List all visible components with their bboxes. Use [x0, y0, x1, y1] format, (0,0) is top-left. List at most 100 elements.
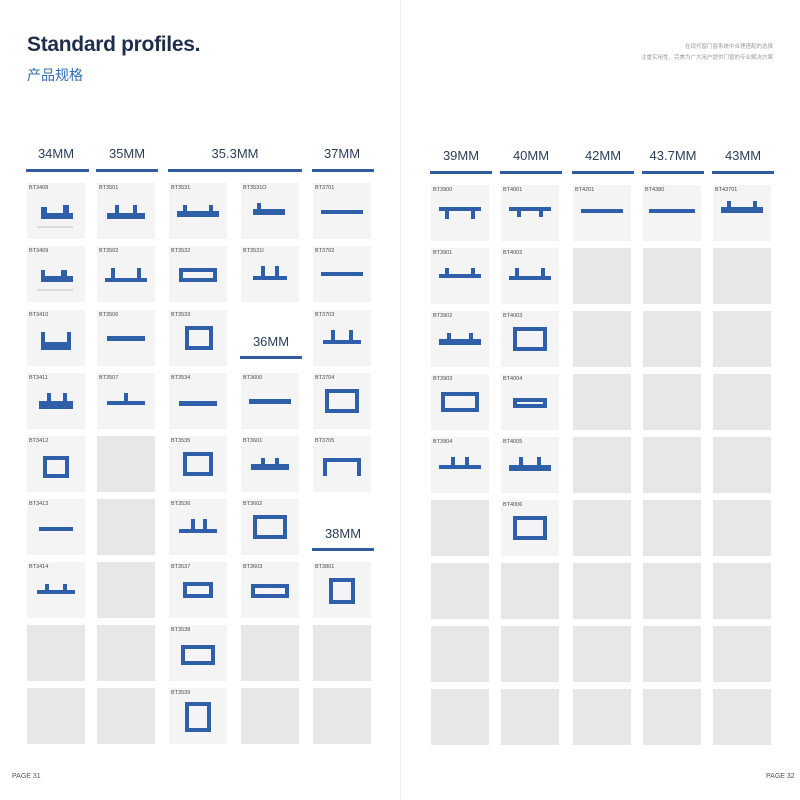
profile-drawing: [321, 210, 363, 214]
empty-cell: [643, 248, 701, 304]
empty-cell: [27, 688, 85, 744]
empty-cell: [431, 563, 489, 619]
profile-code: BT3904: [433, 439, 453, 445]
profile-drawing: [185, 702, 211, 732]
profile-card: BT3411: [27, 373, 85, 429]
profile-card: BT3413: [27, 499, 85, 555]
empty-cell: [713, 437, 771, 493]
profile-drawing: [107, 393, 145, 405]
profile-card: BT3414: [27, 562, 85, 618]
empty-cell: [573, 500, 631, 556]
profile-code: BT3532: [171, 248, 191, 254]
profile-drawing: [581, 209, 623, 213]
profile-card: BT3531O: [241, 183, 299, 239]
profile-drawing: [107, 205, 145, 219]
page-number-left: PAGE 31: [12, 773, 41, 780]
size-heading-37mm: 37MM: [323, 146, 361, 161]
page-subtitle: 产品规格: [27, 67, 83, 83]
profile-code: BT3507: [99, 375, 119, 381]
size-heading-36mm-bar: [240, 356, 302, 359]
profile-card: BT3904: [431, 437, 489, 493]
size-heading-38mm-bar: [312, 548, 374, 551]
profile-code: BT3410: [29, 312, 49, 318]
profile-code: BT3538: [171, 627, 191, 633]
empty-cell: [643, 374, 701, 430]
profile-card: BT4006: [501, 500, 559, 556]
empty-cell: [97, 688, 155, 744]
profile-code: BT3602: [243, 501, 263, 507]
profile-card: BT3501: [97, 183, 155, 239]
profile-card: BT43701: [713, 185, 771, 241]
profile-code: BT3902: [433, 313, 453, 319]
profile-card: BT3533: [169, 310, 227, 366]
profile-card: BT3537: [169, 562, 227, 618]
empty-cell: [431, 626, 489, 682]
profile-card: BT4003: [501, 311, 559, 367]
profile-code: BT3702: [315, 248, 335, 254]
profile-code: BT3414: [29, 564, 49, 570]
size-heading-40mm-bar: [500, 171, 562, 174]
size-heading-37mm-bar: [312, 169, 374, 172]
profile-drawing: [177, 205, 219, 217]
profile-code: BT4004: [503, 376, 523, 382]
profile-drawing: [513, 516, 547, 540]
empty-cell: [573, 248, 631, 304]
header-note-line-1: 在现代窗门窗系统中合理搭配的选择: [684, 44, 773, 50]
empty-cell: [713, 374, 771, 430]
profile-card: BT4002: [501, 248, 559, 304]
profile-code: BT3531I: [243, 248, 264, 254]
profile-code: BT3903: [433, 376, 453, 382]
profile-code: BT3901: [433, 250, 453, 256]
size-heading-43mm: 43MM: [724, 148, 762, 163]
profile-drawing: [439, 457, 481, 469]
profile-drawing: [439, 207, 481, 219]
size-heading-35-3mm-bar: [168, 169, 302, 172]
profile-code: BT3900: [433, 187, 453, 193]
profile-drawing: [183, 582, 213, 598]
empty-cell: [643, 563, 701, 619]
profile-card: BT4005: [501, 437, 559, 493]
profile-drawing: [37, 584, 75, 594]
profile-card: BT3703: [313, 310, 371, 366]
empty-cell: [713, 563, 771, 619]
empty-cell: [97, 625, 155, 681]
profile-card: BT3506: [97, 310, 155, 366]
profile-code: BT3601: [243, 438, 263, 444]
profile-card: BT3502: [97, 246, 155, 302]
size-heading-38mm: 38MM: [324, 526, 362, 541]
profile-drawing: [41, 332, 71, 350]
profile-drawing: [253, 203, 285, 215]
empty-cell: [643, 311, 701, 367]
profile-card: BT3902: [431, 311, 489, 367]
profile-code: BT3502: [99, 248, 119, 254]
header-note-line-2: 注重实用性，完美为广大用户提供门窗的专业解决方案: [640, 55, 773, 61]
empty-cell: [241, 625, 299, 681]
profile-drawing: [107, 336, 145, 341]
profile-card: BT3507: [97, 373, 155, 429]
profile-card: BT4201: [573, 185, 631, 241]
empty-cell: [501, 689, 559, 745]
empty-cell: [573, 437, 631, 493]
profile-code: BT3531O: [243, 185, 267, 191]
profile-drawing: [183, 452, 213, 476]
profile-drawing: [513, 327, 547, 351]
profile-card: BT3531: [169, 183, 227, 239]
profile-drawing: [253, 266, 287, 280]
profile-code: BT4001: [503, 187, 523, 193]
profile-code: BT3705: [315, 438, 335, 444]
size-heading-35mm-bar: [96, 169, 158, 172]
size-heading-42mm-bar: [572, 171, 634, 174]
empty-cell: [713, 500, 771, 556]
profile-card: BT3536: [169, 499, 227, 555]
empty-cell: [501, 563, 559, 619]
profile-drawing: [181, 645, 215, 665]
size-heading-42mm: 42MM: [584, 148, 622, 163]
profile-card: BT3538: [169, 625, 227, 681]
size-heading-35mm: 35MM: [108, 146, 146, 161]
empty-cell: [573, 563, 631, 619]
empty-cell: [313, 625, 371, 681]
empty-cell: [501, 626, 559, 682]
empty-cell: [713, 689, 771, 745]
profile-card: BT3701: [313, 183, 371, 239]
profile-drawing: [509, 268, 551, 280]
